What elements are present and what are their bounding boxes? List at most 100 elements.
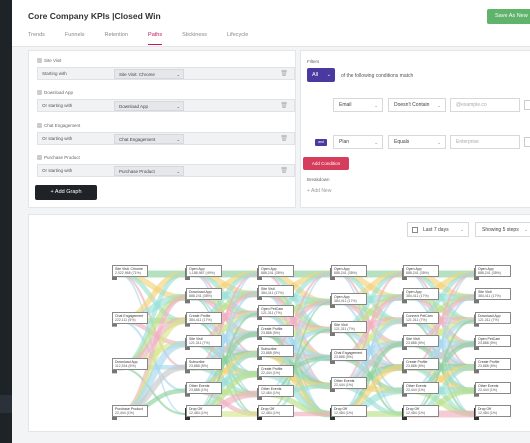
sankey-node[interactable]: Site Visit 384,411 (17%): [258, 285, 294, 297]
sankey-node[interactable]: Create Profile 384,411 (17%): [186, 311, 222, 324]
add-graph-button[interactable]: + Add Graph: [35, 185, 97, 200]
filter-operator-select[interactable]: Equals ⌄: [388, 135, 446, 149]
sankey-node[interactable]: Create Profile 23,888 (5%): [403, 358, 439, 371]
sankey-node[interactable]: Chat Engagement 23,888 (5%): [331, 349, 367, 361]
sankey-node-value: 23,888 (5%): [406, 341, 426, 345]
event-select[interactable]: Purchase Product ⌄: [114, 166, 184, 176]
left-sidebar: [0, 0, 12, 443]
trash-icon[interactable]: 🗑: [280, 103, 288, 109]
tab-lifecycle[interactable]: Lifecycle: [226, 32, 249, 38]
add-condition-button[interactable]: Add Condition: [303, 157, 349, 170]
trash-icon[interactable]: 🗑: [280, 136, 288, 142]
step-row: Or starting with Download App ⌄ 🗑: [37, 99, 295, 112]
sankey-node[interactable]: Open App 384,411 (17%): [331, 293, 367, 305]
sankey-node[interactable]: Open App 1,188,987 (49%): [186, 265, 222, 277]
sankey-node[interactable]: Open App 384,411 (17%): [403, 288, 439, 301]
sankey-node[interactable]: Create Profile 23,888 (5%): [475, 358, 511, 371]
trash-icon[interactable]: 🗑: [280, 71, 288, 77]
step-row: Or starting with Chat Engagement ⌄ 🗑: [37, 132, 295, 145]
step-title: Purchase Product: [37, 155, 80, 160]
sankey-node-value: 384,411 (17%): [334, 299, 357, 303]
sankey-node-label: Create Profile: [406, 360, 428, 365]
sankey-node[interactable]: Create Profile 22,444 (1%): [258, 365, 294, 377]
trash-icon[interactable]: 🗑: [280, 168, 288, 174]
sankey-node-value: 12,484 (1%): [478, 411, 498, 415]
filter-value-input[interactable]: @example.co: [450, 98, 520, 112]
sankey-node-label: Subscribe: [189, 360, 205, 365]
sankey-node[interactable]: Other Events 22,444 (1%): [331, 377, 367, 389]
date-range-select[interactable]: Last 7 days ⌄: [407, 222, 469, 237]
sankey-node-value: 121,311 (7%): [261, 311, 282, 315]
sankey-node-value: 12,484 (1%): [261, 391, 281, 395]
sankey-node[interactable]: Open App 888,241 (35%): [475, 265, 511, 277]
add-breakdown-button[interactable]: + Add New: [307, 188, 332, 194]
sidebar-active-item[interactable]: [0, 395, 12, 413]
sankey-node[interactable]: Site Visit: Chrome 2,022,968 (71%): [112, 265, 148, 277]
sankey-node[interactable]: Other Events 22,444 (1%): [475, 381, 511, 394]
sankey-node[interactable]: Other Events 23,888 (1%): [186, 381, 222, 394]
page-title: Core Company KPIs |Closed Win: [28, 11, 161, 21]
sankey-node[interactable]: Drop Off 12,484 (1%): [258, 405, 294, 417]
tab-funnels[interactable]: Funnels: [64, 32, 85, 38]
tab-paths[interactable]: Paths: [148, 32, 163, 45]
sankey-node[interactable]: Site Visit 384,411 (17%): [475, 288, 511, 301]
sankey-node[interactable]: Open PetCam 121,311 (7%): [258, 305, 294, 317]
sankey-node-label: Chat Engagement: [334, 351, 363, 355]
sankey-node[interactable]: Drop Off 12,484 (1%): [186, 405, 222, 417]
sankey-node[interactable]: Site Visit 23,888 (5%): [403, 335, 439, 347]
sankey-node[interactable]: Chat Engagement 222,111 (5%): [112, 311, 148, 324]
chevron-down-icon: ⌄: [176, 72, 180, 77]
sankey-node[interactable]: Subscribe 23,888 (5%): [186, 358, 222, 371]
step-icon: [37, 123, 42, 128]
delete-filter-icon[interactable]: [524, 100, 530, 110]
delete-filter-icon[interactable]: [524, 137, 530, 147]
sankey-node[interactable]: Connect PetCam 121,311 (7%): [403, 311, 439, 324]
sankey-node-value: 12,484 (1%): [189, 411, 209, 415]
sankey-node[interactable]: Subscribe 23,888 (5%): [258, 345, 294, 357]
event-select[interactable]: Site Visit: Chrome ⌄: [114, 69, 184, 79]
tab-stickiness[interactable]: Stickiness: [182, 32, 207, 38]
event-select[interactable]: Chat Engagement ⌄: [114, 134, 184, 144]
event-select[interactable]: Download App ⌄: [114, 101, 184, 111]
filter-operator-select[interactable]: Doesn't Contain ⌄: [388, 98, 446, 112]
sankey-node-label: Drop Off: [261, 407, 275, 411]
sankey-node[interactable]: Download App 112,334 (5%): [112, 358, 148, 371]
sankey-node-value: 23,888 (1%): [189, 387, 209, 392]
sankey-node[interactable]: Download App 888,241 (35%): [186, 288, 222, 301]
filter-property-select[interactable]: Email ⌄: [333, 98, 383, 112]
sankey-node-label: Site Visit: [334, 323, 348, 327]
sankey-node-label: Other Events: [334, 379, 355, 383]
sankey-node-label: Open PetCam: [478, 337, 501, 341]
chevron-down-icon: ⌄: [374, 103, 378, 108]
match-mode-select[interactable]: All ⌄: [307, 68, 335, 82]
sankey-node[interactable]: Drop Off 12,484 (1%): [403, 405, 439, 417]
sankey-node[interactable]: Create Profile 23,888 (5%): [258, 325, 294, 337]
steps-select[interactable]: Showing 5 steps ⌄: [475, 222, 530, 237]
sankey-node[interactable]: Site Visit 121,311 (7%): [331, 321, 367, 333]
sankey-node-label: Drop Off: [406, 407, 420, 411]
sankey-node[interactable]: Download App 121,311 (7%): [475, 311, 511, 324]
sankey-node[interactable]: Open App 888,241 (35%): [258, 265, 294, 277]
sankey-node-value: 22,444 (1%): [478, 387, 498, 392]
sankey-node[interactable]: Open App 888,241 (35%): [403, 265, 439, 277]
sankey-node[interactable]: Other Events 12,484 (1%): [258, 385, 294, 397]
filter-value-input[interactable]: Enterprise: [450, 135, 520, 149]
sankey-node[interactable]: Purchase Product 22,444 (1%): [112, 405, 148, 417]
sankey-node-label: Open App: [406, 267, 422, 271]
tab-trends[interactable]: Trends: [28, 32, 45, 38]
sankey-node-value: 22,444 (1%): [115, 411, 135, 415]
sankey-node[interactable]: Drop Off 12,484 (1%): [475, 405, 511, 417]
filter-property-select[interactable]: Plan ⌄: [333, 135, 383, 149]
tab-retention[interactable]: Retention: [104, 32, 129, 38]
save-as-new-button[interactable]: Save As New: [487, 9, 530, 24]
header: Core Company KPIs |Closed Win Save As Ne…: [12, 0, 530, 47]
sankey-node[interactable]: Open App 888,241 (35%): [331, 265, 367, 277]
sankey-node[interactable]: Open PetCam 23,888 (5%): [475, 335, 511, 347]
sankey-node-value: 23,888 (5%): [478, 364, 498, 369]
sankey-node-label: Open App: [261, 267, 277, 271]
chart-panel: [28, 214, 530, 432]
sankey-node[interactable]: Drop Off 12,484 (1%): [331, 405, 367, 417]
sankey-node[interactable]: Other Events 22,444 (1%): [403, 381, 439, 394]
sankey-node[interactable]: Site Visit 121,311 (7%): [186, 335, 222, 347]
step-prefix: Or starting with: [42, 103, 73, 108]
